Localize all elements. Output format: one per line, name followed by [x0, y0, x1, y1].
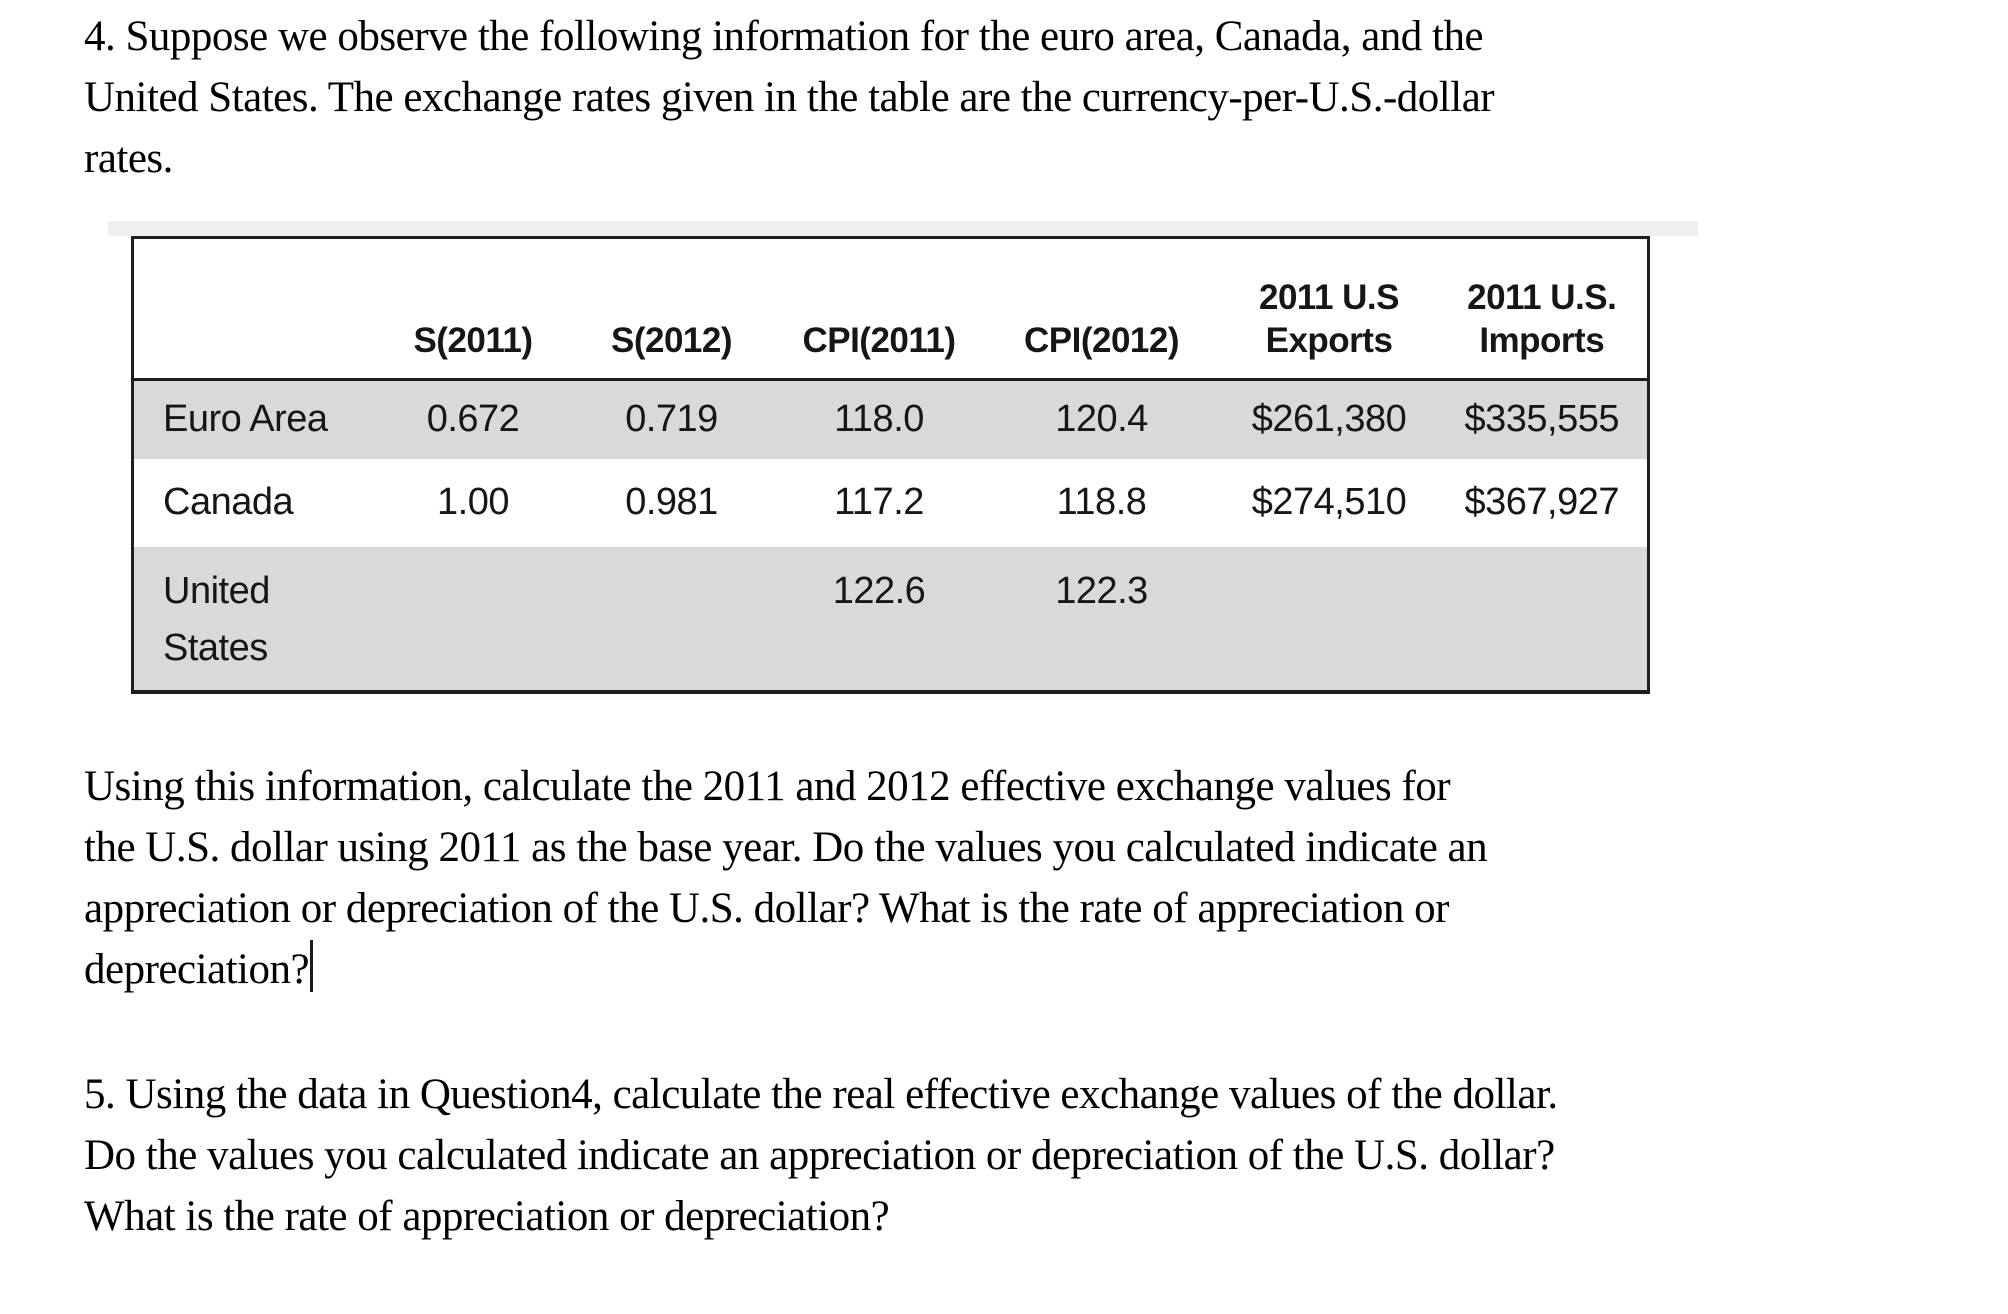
row-label-line: States — [163, 626, 268, 669]
figure-background-strip — [108, 221, 1698, 236]
header-cpi2012: CPI(2012) — [981, 237, 1222, 381]
text-line: What is the rate of appreciation or depr… — [84, 1193, 890, 1240]
header-2011-us-imports: 2011 U.S. Imports — [1436, 237, 1649, 381]
header-line: 2011 U.S. — [1467, 278, 1617, 317]
cell-cpi2012: 122.3 — [1055, 569, 1148, 612]
cell-exports: $274,510 — [1251, 481, 1407, 523]
cell-cpi2012: 120.4 — [1055, 398, 1148, 441]
header-line: Imports — [1479, 321, 1605, 360]
text-line: the U.S. dollar using 2011 as the base y… — [84, 824, 1488, 871]
cell-imports: $367,927 — [1464, 481, 1620, 523]
cell-s2012 — [567, 547, 777, 692]
cell-s2012: 0.981 — [625, 481, 718, 523]
text-line: appreciation or depreciation of the U.S.… — [84, 885, 1449, 932]
text-line: Using this information, calculate the 20… — [84, 763, 1451, 810]
header-2011-us-exports: 2011 U.S Exports — [1221, 237, 1437, 381]
table-row-united-states: United States 122.6 122.3 — [132, 546, 1649, 692]
table-row-canada: Canada 1.00 0.981 117.2 118.8 $274,510 $… — [133, 459, 1649, 547]
text-line: Do the values you calculated indicate an… — [84, 1132, 1555, 1179]
cell-s2011: 1.00 — [437, 481, 509, 523]
cell-cpi2011: 117.2 — [834, 481, 924, 523]
cell-cpi2012: 118.8 — [1056, 481, 1147, 523]
header-line: Exports — [1265, 321, 1393, 360]
cell-s2011 — [380, 547, 567, 692]
text-line-segment: depreciation? — [84, 946, 310, 993]
cell-s2011: 0.672 — [426, 398, 520, 441]
cell-exports — [1222, 547, 1437, 692]
text-line: 4. Suppose we observe the following info… — [84, 13, 1484, 60]
row-label: Canada — [163, 481, 294, 523]
header-line: 2011 U.S — [1259, 278, 1400, 317]
header-s2011: S(2011) — [379, 237, 567, 381]
header-blank-cell — [132, 237, 380, 381]
text-line: 5. Using the data in Question4, calculat… — [84, 1071, 1558, 1118]
cell-s2012: 0.719 — [625, 398, 718, 441]
cell-exports: $261,380 — [1251, 398, 1407, 441]
cell-cpi2011: 122.6 — [832, 569, 926, 612]
effective-exchange-paragraph[interactable]: Using this information, calculate the 20… — [84, 756, 1488, 1000]
row-label: United States — [133, 547, 380, 692]
text-line: rates. — [84, 135, 173, 182]
row-label: Euro Area — [163, 398, 328, 441]
cell-imports — [1437, 547, 1649, 692]
text-cursor — [310, 940, 314, 992]
question-5-paragraph[interactable]: 5. Using the data in Question4, calculat… — [84, 1064, 1558, 1247]
text-line: United States. The exchange rates given … — [84, 74, 1495, 121]
table-row-euro-area: Euro Area 0.672 0.719 118.0 120.4 $261,3… — [132, 379, 1649, 459]
row-label-line: United — [163, 569, 270, 612]
text-line: depreciation? — [84, 939, 1487, 1000]
header-s2012: S(2012) — [566, 237, 777, 381]
question-4-paragraph[interactable]: 4. Suppose we observe the following info… — [84, 6, 1495, 189]
exchange-rate-table: S(2011) S(2012) CPI(2011) CPI(2012) 2011… — [131, 236, 1650, 694]
cell-cpi2011: 118.0 — [834, 398, 924, 441]
cell-imports: $335,555 — [1464, 398, 1620, 441]
table-header-row: S(2011) S(2012) CPI(2011) CPI(2012) 2011… — [132, 237, 1649, 381]
header-cpi2011: CPI(2011) — [776, 237, 982, 381]
